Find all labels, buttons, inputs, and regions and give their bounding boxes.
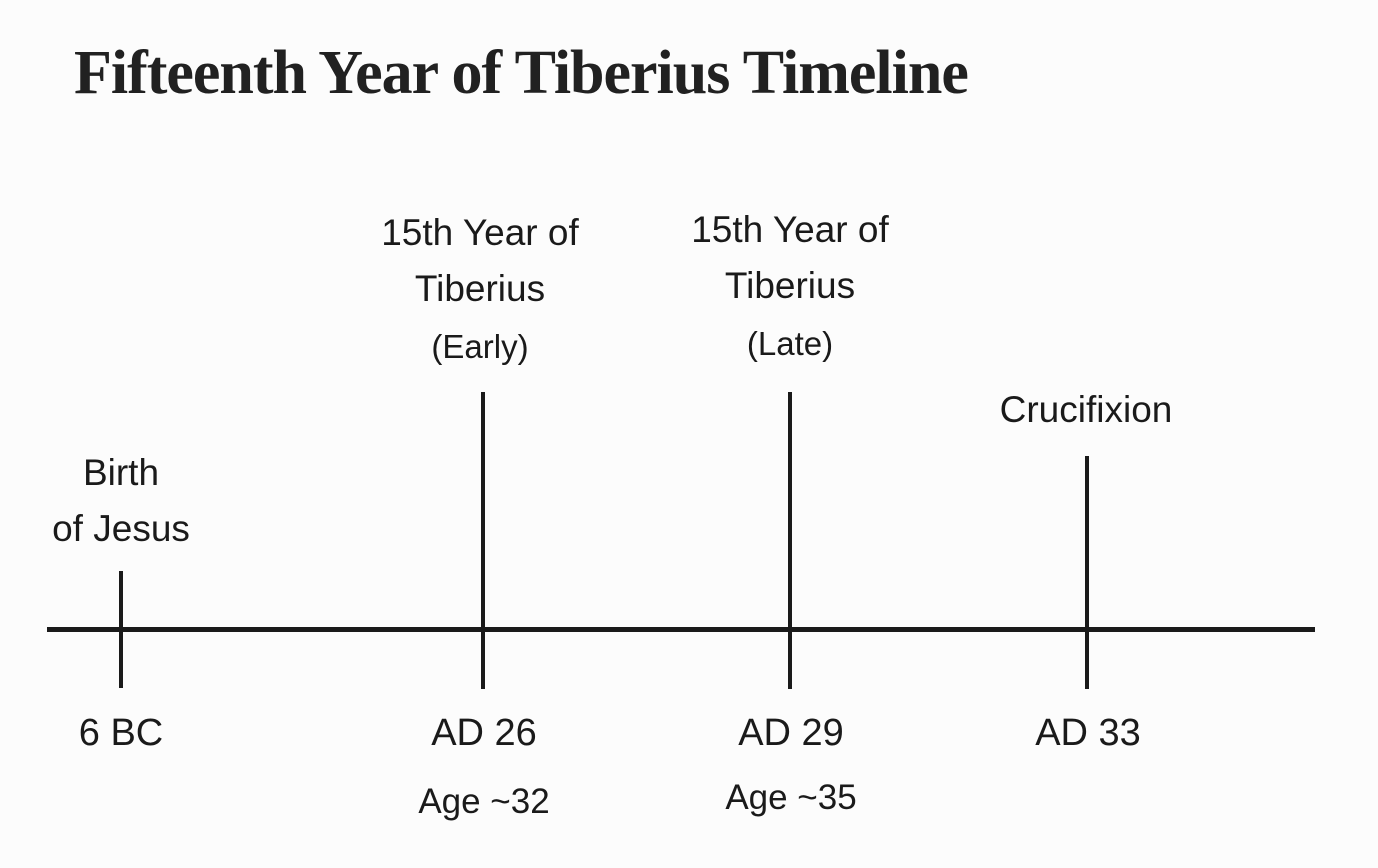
- tick-tiberius-late: [788, 392, 792, 689]
- date-label-ad26: AD 26: [431, 712, 537, 754]
- date-label-ad33: AD 33: [1035, 712, 1141, 754]
- event-label-line: of Jesus: [52, 507, 190, 549]
- event-label-line: Birth: [82, 452, 160, 493]
- timeline-axis: [47, 627, 1315, 632]
- event-label-line: Tiberius: [414, 267, 546, 309]
- event-label-crucifixion: Crucifixion: [1000, 388, 1173, 432]
- page-title: Fifteenth Year of Tiberius Timeline: [74, 39, 969, 107]
- event-label-tiberius-late: 15th Year of Tiberius (Late): [691, 202, 889, 369]
- event-label-qualifier: (Early): [431, 328, 529, 365]
- event-label-line: 15th Year of: [381, 212, 579, 253]
- age-label-ad26: Age ~32: [418, 782, 550, 821]
- event-label-line: 15th Year of: [691, 209, 889, 250]
- event-label-line: Tiberius: [724, 264, 856, 306]
- date-label-ad29: AD 29: [738, 712, 844, 754]
- event-label-birth-of-jesus: Birth of Jesus: [52, 445, 190, 556]
- tick-birth-of-jesus: [119, 571, 123, 688]
- event-label-line: Crucifixion: [999, 389, 1173, 430]
- event-label-tiberius-early: 15th Year of Tiberius (Early): [381, 205, 579, 372]
- date-label-6bc: 6 BC: [78, 712, 164, 754]
- age-label-ad29: Age ~35: [725, 778, 857, 817]
- tick-crucifixion: [1085, 456, 1089, 689]
- event-label-qualifier: (Late): [746, 325, 834, 362]
- tick-tiberius-early: [481, 392, 485, 689]
